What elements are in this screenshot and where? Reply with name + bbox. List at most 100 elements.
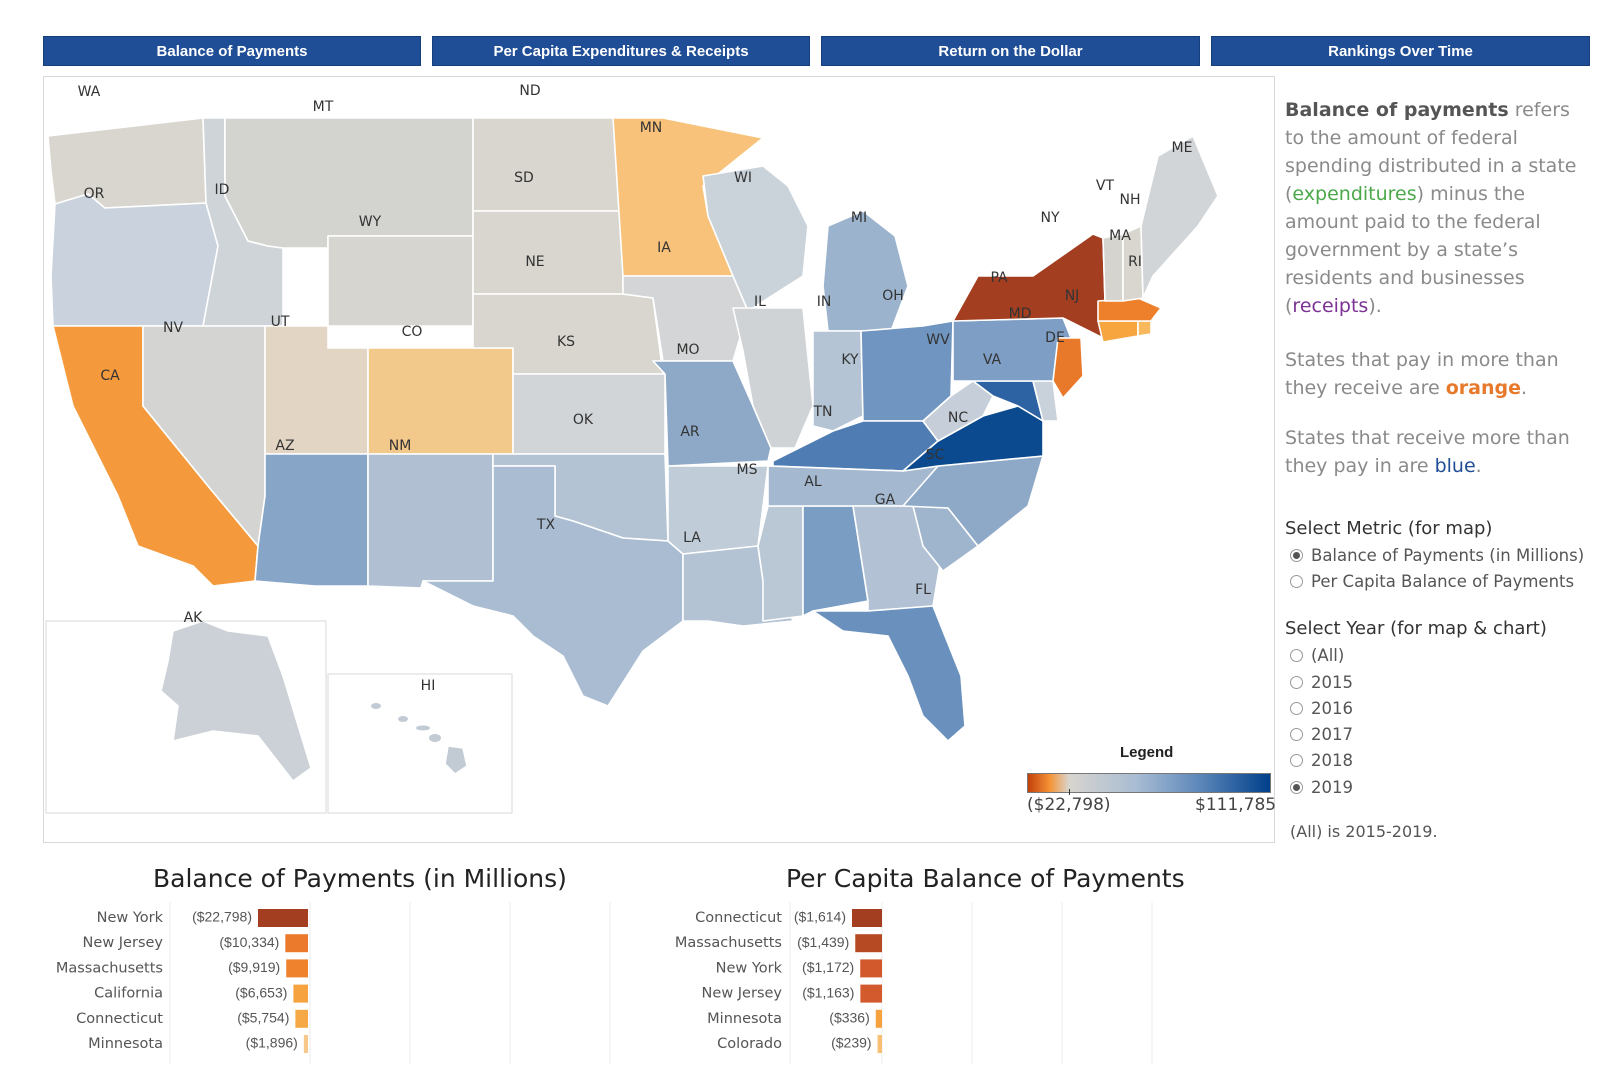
state-label-az: AZ (275, 438, 294, 454)
radio-icon[interactable] (1290, 754, 1303, 767)
category-label: California (94, 986, 163, 1002)
state-label-mo: MO (676, 342, 699, 358)
state-ut[interactable] (264, 325, 369, 455)
state-me[interactable] (1140, 135, 1219, 299)
category-label: Massachusetts (56, 960, 163, 976)
bar[interactable] (860, 984, 882, 1003)
year-option-2019[interactable]: 2019 (1290, 778, 1353, 797)
state-nm[interactable] (367, 453, 494, 589)
state-label-mi: MI (851, 210, 867, 226)
state-label-nj: NJ (1065, 288, 1080, 304)
bar[interactable] (285, 934, 308, 953)
state-label-mn: MN (640, 120, 663, 136)
alaska-inset-frame (45, 620, 327, 814)
value-label: ($1,172) (802, 959, 854, 975)
state-label-ky: KY (841, 352, 859, 368)
state-label-mt: MT (313, 99, 334, 115)
state-wy[interactable] (327, 235, 474, 327)
bar[interactable] (286, 959, 308, 978)
state-ct[interactable] (1097, 320, 1139, 343)
state-label-or: OR (84, 186, 105, 202)
state-fl[interactable] (812, 605, 966, 742)
state-in[interactable] (812, 330, 864, 432)
state-label-in: IN (817, 294, 832, 310)
category-label: New York (97, 910, 164, 926)
bar[interactable] (860, 959, 882, 978)
state-label-nd: ND (519, 83, 540, 99)
description-text: States that receive more than they pay i… (1285, 427, 1570, 477)
bar[interactable] (295, 1009, 308, 1028)
state-sd[interactable] (472, 210, 624, 295)
state-il[interactable] (732, 307, 814, 449)
bar[interactable] (258, 909, 308, 927)
state-label-de: DE (1045, 330, 1065, 346)
state-label-ak: AK (184, 610, 204, 626)
radio-icon[interactable] (1290, 702, 1303, 715)
state-label-ne: NE (525, 254, 544, 270)
bar[interactable] (855, 934, 882, 953)
state-label-al: AL (804, 474, 822, 490)
state-label-ca: CA (100, 368, 120, 384)
tab-balance-of-payments[interactable]: Balance of Payments (43, 36, 421, 66)
bar[interactable] (303, 1035, 308, 1053)
year-option-2017[interactable]: 2017 (1290, 725, 1353, 744)
tab-per-capita-expenditures-receipts[interactable]: Per Capita Expenditures & Receipts (432, 36, 810, 66)
category-label: Minnesota (707, 1011, 782, 1027)
state-label-ok: OK (573, 412, 594, 428)
year-option-2016[interactable]: 2016 (1290, 699, 1353, 718)
year-option-2015[interactable]: 2015 (1290, 673, 1353, 692)
tab-rankings-over-time[interactable]: Rankings Over Time (1211, 36, 1590, 66)
radio-icon[interactable] (1290, 676, 1303, 689)
year-option-label: 2017 (1311, 725, 1353, 744)
state-wa[interactable] (47, 117, 207, 209)
radio-icon[interactable] (1290, 575, 1303, 588)
value-label: ($9,919) (228, 959, 280, 975)
metric-option-label: Per Capita Balance of Payments (1311, 572, 1575, 591)
state-or[interactable] (50, 193, 219, 327)
state-mi[interactable] (822, 210, 909, 332)
hi-island-molokai (416, 725, 430, 731)
state-hi[interactable] (444, 745, 468, 775)
metric-option-per-capita[interactable]: Per Capita Balance of Payments (1290, 572, 1574, 591)
year-option-label: 2016 (1311, 699, 1353, 718)
state-mt[interactable] (224, 117, 474, 249)
category-label: Colorado (717, 1036, 782, 1052)
category-label: Connecticut (695, 910, 782, 926)
state-wi[interactable] (702, 165, 809, 312)
state-label-vt: VT (1096, 178, 1115, 194)
hi-island-oahu (398, 716, 408, 722)
radio-selected-icon[interactable] (1290, 549, 1303, 562)
bar[interactable] (875, 1009, 882, 1028)
year-option-2018[interactable]: 2018 (1290, 751, 1353, 770)
radio-selected-icon[interactable] (1290, 781, 1303, 794)
value-label: ($1,439) (797, 934, 849, 950)
bar[interactable] (877, 1035, 882, 1053)
per-capita-bar-chart: Connecticut ($1,614) Massachusetts ($1,439)… (675, 902, 1153, 1064)
radio-icon[interactable] (1290, 649, 1303, 662)
state-ms[interactable] (757, 505, 804, 622)
state-nj[interactable] (1052, 337, 1084, 399)
year-option-all[interactable]: (All) (1290, 646, 1344, 665)
state-tx[interactable] (422, 465, 684, 707)
radio-icon[interactable] (1290, 728, 1303, 741)
us-map[interactable]: WA OR CA ID NV MT WY UT AZ CO NM ND SD NE KS OK TX MN IA MO… (43, 76, 1275, 843)
state-mo[interactable] (652, 360, 772, 467)
state-label-id: ID (215, 182, 230, 198)
orange-highlight: orange (1445, 377, 1521, 399)
state-label-ga: GA (875, 492, 896, 508)
state-az[interactable] (254, 453, 369, 587)
state-ri[interactable] (1137, 320, 1152, 337)
state-vt[interactable] (1102, 233, 1124, 302)
metric-option-balance[interactable]: Balance of Payments (in Millions) (1290, 546, 1584, 565)
legend-max-value: $111,785 (1195, 795, 1277, 815)
bar[interactable] (293, 984, 308, 1003)
state-label-me: ME (1172, 140, 1193, 156)
bar[interactable] (852, 909, 882, 927)
value-label: ($1,896) (246, 1035, 298, 1051)
year-option-label: 2019 (1311, 778, 1353, 797)
value-label: ($239) (831, 1035, 871, 1051)
tab-return-on-the-dollar[interactable]: Return on the Dollar (821, 36, 1200, 66)
state-nd[interactable] (472, 117, 624, 212)
value-label: ($1,614) (794, 909, 846, 925)
state-ak[interactable] (160, 620, 312, 782)
